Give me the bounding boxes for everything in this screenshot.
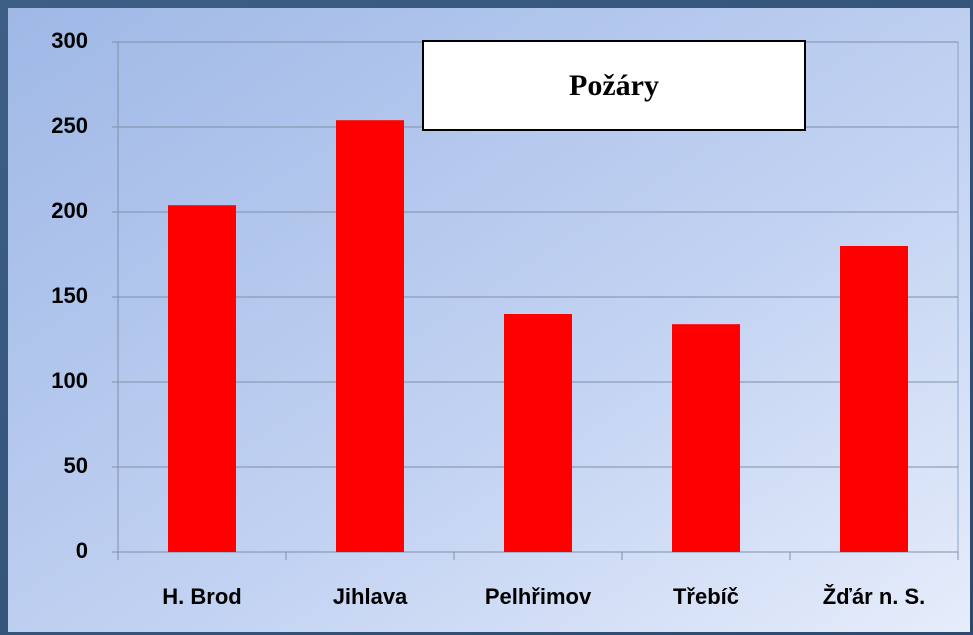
chart-title: Požáry bbox=[569, 69, 659, 102]
bar bbox=[672, 324, 740, 552]
y-tick-label: 100 bbox=[51, 368, 88, 393]
title-box bbox=[422, 40, 806, 131]
x-tick-label: Pelhřimov bbox=[485, 584, 592, 609]
bar bbox=[336, 120, 404, 552]
y-tick-label: 250 bbox=[51, 113, 88, 138]
y-tick-label: 300 bbox=[51, 28, 88, 53]
bar bbox=[840, 246, 908, 552]
x-tick-label: Jihlava bbox=[333, 584, 408, 609]
x-tick-label: H. Brod bbox=[162, 584, 241, 609]
bar bbox=[168, 205, 236, 552]
y-tick-label: 200 bbox=[51, 198, 88, 223]
x-tick-label: Třebíč bbox=[673, 584, 739, 609]
bar bbox=[504, 314, 572, 552]
y-tick-label: 50 bbox=[64, 453, 88, 478]
y-tick-label: 0 bbox=[76, 538, 88, 563]
y-tick-label: 150 bbox=[51, 283, 88, 308]
x-tick-label: Žďár n. S. bbox=[823, 584, 926, 609]
